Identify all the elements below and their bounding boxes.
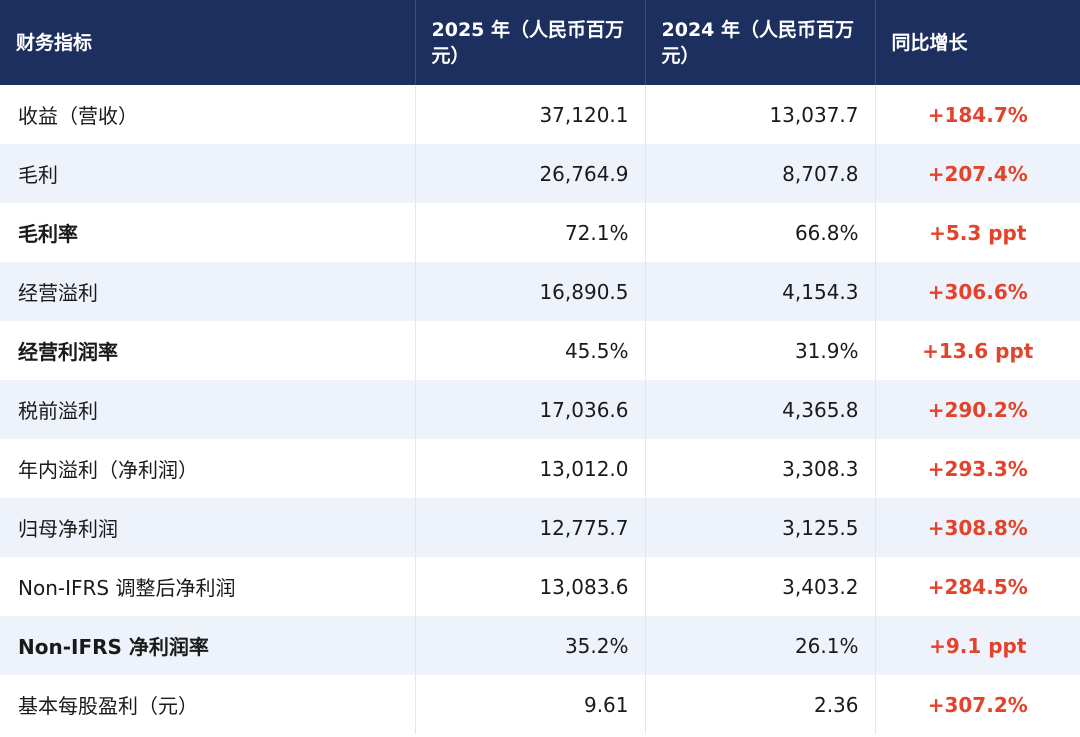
growth-cell: +306.6%: [875, 262, 1080, 321]
metric-cell: 经营利润率: [0, 321, 416, 380]
value-2024-cell: 8,707.8: [645, 144, 876, 203]
value-2025-cell: 16,890.5: [415, 262, 646, 321]
value-2025-cell: 37,120.1: [415, 85, 646, 144]
value-2024-cell: 4,365.8: [645, 380, 876, 439]
table-row: Non-IFRS 调整后净利润 13,083.6 3,403.2 +284.5%: [0, 557, 1080, 616]
value-2024-cell: 26.1%: [645, 616, 876, 675]
value-2025-cell: 12,775.7: [415, 498, 646, 557]
growth-cell: +207.4%: [875, 144, 1080, 203]
value-2025-cell: 35.2%: [415, 616, 646, 675]
growth-cell: +13.6 ppt: [922, 338, 1034, 363]
table-row: 毛利率 72.1% 66.8% +5.3 ppt: [0, 203, 1080, 262]
value-2025-cell: 26,764.9: [415, 144, 646, 203]
metric-cell: 税前溢利: [0, 380, 416, 439]
table-row: 经营利润率 45.5% 31.9% +13.6 ppt: [0, 321, 1080, 380]
value-2025-cell: 17,036.6: [415, 380, 646, 439]
table-row: 归母净利润 12,775.7 3,125.5 +308.8%: [0, 498, 1080, 557]
value-2025-cell: 13,083.6: [415, 557, 646, 616]
header-cell: 财务指标: [0, 0, 416, 85]
value-2025-cell: 13,012.0: [415, 439, 646, 498]
metric-cell: 毛利率: [0, 203, 416, 262]
table-row: Non-IFRS 净利润率 35.2% 26.1% +9.1 ppt: [0, 616, 1080, 675]
table-body: 收益（营收） 37,120.1 13,037.7 +184.7% 毛利 26,764.9 8…: [0, 85, 1080, 734]
growth-cell: +5.3 ppt: [929, 220, 1027, 245]
value-2024-cell: 3,125.5: [645, 498, 876, 557]
growth-cell: +290.2%: [875, 380, 1080, 439]
metric-cell: 收益（营收）: [0, 85, 416, 144]
value-2025-cell: 72.1%: [415, 203, 646, 262]
value-2024-cell: 66.8%: [645, 203, 876, 262]
table-row: 基本每股盈利（元） 9.61 2.36 +307.2%: [0, 675, 1080, 734]
metric-cell: 年内溢利（净利润）: [0, 439, 416, 498]
header-row: 财务指标 2025 年（人民币百万元） 2024 年（人民币百万元） 同比增长: [0, 0, 1080, 85]
metric-cell: 毛利: [0, 144, 416, 203]
growth-cell: +284.5%: [927, 574, 1028, 599]
metric-cell: Non-IFRS 调整后净利润: [0, 557, 416, 616]
metric-cell: 归母净利润: [0, 498, 416, 557]
value-2024-cell: 3,403.2: [645, 557, 876, 616]
value-2024-cell: 3,308.3: [645, 439, 876, 498]
value-2025-cell: 9.61: [415, 675, 646, 734]
value-2024-cell: 4,154.3: [645, 262, 876, 321]
metric-cell: Non-IFRS 净利润率: [0, 616, 416, 675]
table-row: 税前溢利 17,036.6 4,365.8 +290.2%: [0, 380, 1080, 439]
metric-cell: 经营溢利: [0, 262, 416, 321]
value-2025-cell: 45.5%: [415, 321, 646, 380]
table-row: 经营溢利 16,890.5 4,154.3 +306.6%: [0, 262, 1080, 321]
value-2024-cell: 13,037.7: [645, 85, 876, 144]
growth-cell: +307.2%: [927, 692, 1028, 717]
metric-cell: 基本每股盈利（元）: [0, 675, 416, 734]
growth-cell: +308.8%: [875, 498, 1080, 557]
table-header: 财务指标 2025 年（人民币百万元） 2024 年（人民币百万元） 同比增长: [0, 0, 1080, 85]
table-row: 毛利 26,764.9 8,707.8 +207.4%: [0, 144, 1080, 203]
growth-cell: +184.7%: [927, 102, 1028, 127]
growth-cell: +9.1 ppt: [875, 616, 1080, 675]
growth-cell: +293.3%: [927, 456, 1028, 481]
value-2024-cell: 31.9%: [645, 321, 876, 380]
table-row: 年内溢利（净利润） 13,012.0 3,308.3 +293.3%: [0, 439, 1080, 498]
table-row: 收益（营收） 37,120.1 13,037.7 +184.7%: [0, 85, 1080, 144]
header-cell: 2025 年（人民币百万元）: [415, 0, 646, 85]
header-cell: 同比增长: [875, 0, 1080, 85]
header-cell: 2024 年（人民币百万元）: [645, 0, 876, 85]
value-2024-cell: 2.36: [645, 675, 876, 734]
